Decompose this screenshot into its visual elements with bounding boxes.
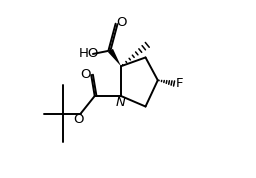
Text: F: F: [176, 77, 184, 90]
Text: N: N: [115, 96, 125, 109]
Text: HO: HO: [78, 47, 99, 60]
Polygon shape: [108, 49, 121, 66]
Text: O: O: [117, 16, 127, 29]
Text: O: O: [74, 113, 84, 126]
Text: O: O: [81, 68, 91, 81]
